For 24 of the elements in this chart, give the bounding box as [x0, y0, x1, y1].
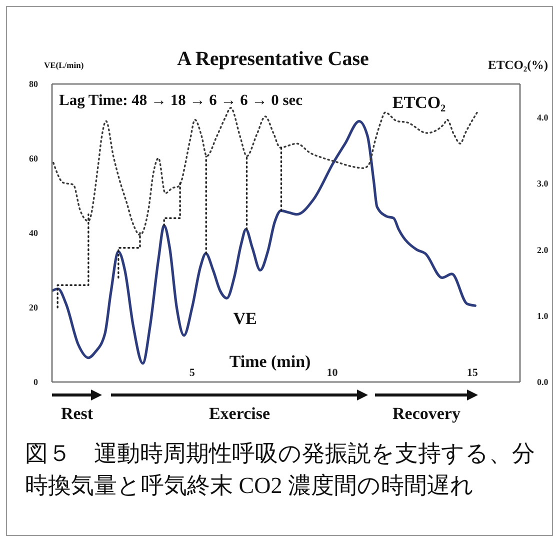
y2-tick-label: 3.0	[537, 178, 549, 189]
y-tick-label: 20	[29, 302, 38, 313]
y-tick-label: 40	[29, 228, 38, 238]
text: Rest	[60, 404, 94, 423]
text: Exercise	[208, 404, 270, 423]
x-axis-title: Time (min)	[229, 352, 311, 371]
x-tick-label: 10	[326, 367, 338, 379]
y-tick-label: 0	[34, 377, 38, 388]
caption: 図５ 運動時周期性呼吸の発振説を支持する、分時換気量と呼気終末 CO2 濃度間の時間遅れ	[25, 440, 536, 500]
series-label: ETCO₂	[392, 93, 446, 112]
y2-tick-label: 1.0	[537, 310, 549, 321]
y-axis-title: VE(L/min)	[44, 60, 84, 70]
chart-title: A Representative Case	[177, 48, 370, 70]
text: Recovery	[392, 404, 461, 423]
y2-tick-label: 0.0	[537, 377, 549, 388]
y2-axis-title: ETCO₂(%)	[488, 58, 548, 72]
y2-tick-label: 4.0	[537, 112, 549, 122]
x-tick-label: 15	[466, 367, 478, 379]
annotation: Lag Time: 48 → 18 → 6 → 6 → 0 sec	[59, 92, 303, 109]
y-tick-label: 60	[29, 154, 38, 164]
y-tick-label: 80	[29, 79, 38, 90]
x-tick-label: 5	[189, 367, 196, 379]
y2-tick-label: 2.0	[537, 244, 549, 255]
series-label: VE	[233, 309, 257, 328]
